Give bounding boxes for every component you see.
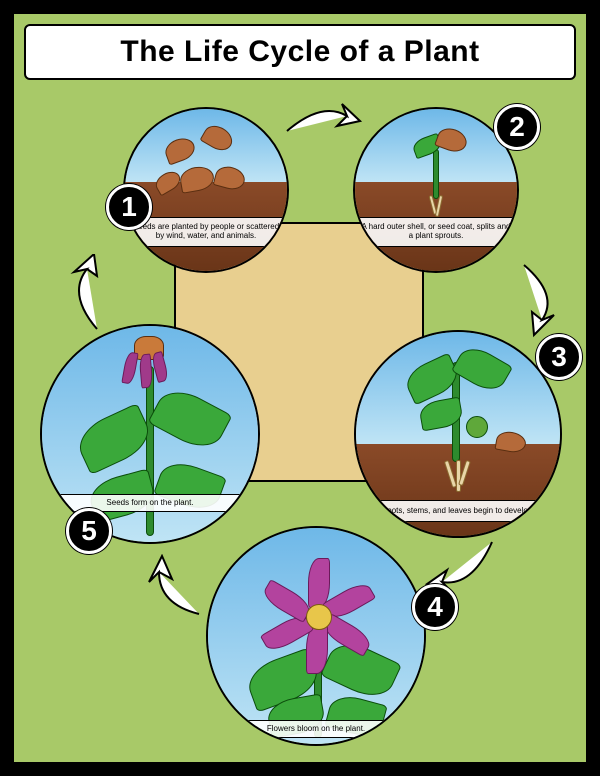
stage-2-caption: A hard outer shell, or seed coat, splits… (361, 223, 511, 241)
poster-frame: The Life Cycle of a Plant Seeds are plan… (14, 14, 586, 762)
badge-3: 3 (536, 334, 582, 380)
arrow-1-2 (282, 96, 362, 146)
badge-2: 2 (494, 104, 540, 150)
stage-5-caption: Seeds form on the plant. (106, 499, 193, 508)
stage-3-seedling: Roots, stems, and leaves begin to develo… (354, 330, 562, 538)
stage-4-caption: Flowers bloom on the plant. (267, 725, 365, 734)
title-text: The Life Cycle of a Plant (120, 35, 479, 69)
stage-1-seeds: Seeds are planted by people or scattered… (123, 107, 289, 273)
stage-3-caption: Roots, stems, and leaves begin to develo… (382, 507, 535, 516)
title-bar: The Life Cycle of a Plant (24, 24, 576, 80)
stage-4-flower: Flowers bloom on the plant. (206, 526, 426, 746)
badge-1: 1 (106, 184, 152, 230)
badge-5: 5 (66, 508, 112, 554)
badge-4: 4 (412, 584, 458, 630)
arrow-2-3 (504, 260, 564, 340)
stage-5-seeds-form: Seeds form on the plant. (40, 324, 260, 544)
arrow-5-1 (62, 254, 122, 334)
stage-1-caption: Seeds are planted by people or scattered… (131, 223, 281, 241)
arrow-4-5 (144, 554, 214, 624)
